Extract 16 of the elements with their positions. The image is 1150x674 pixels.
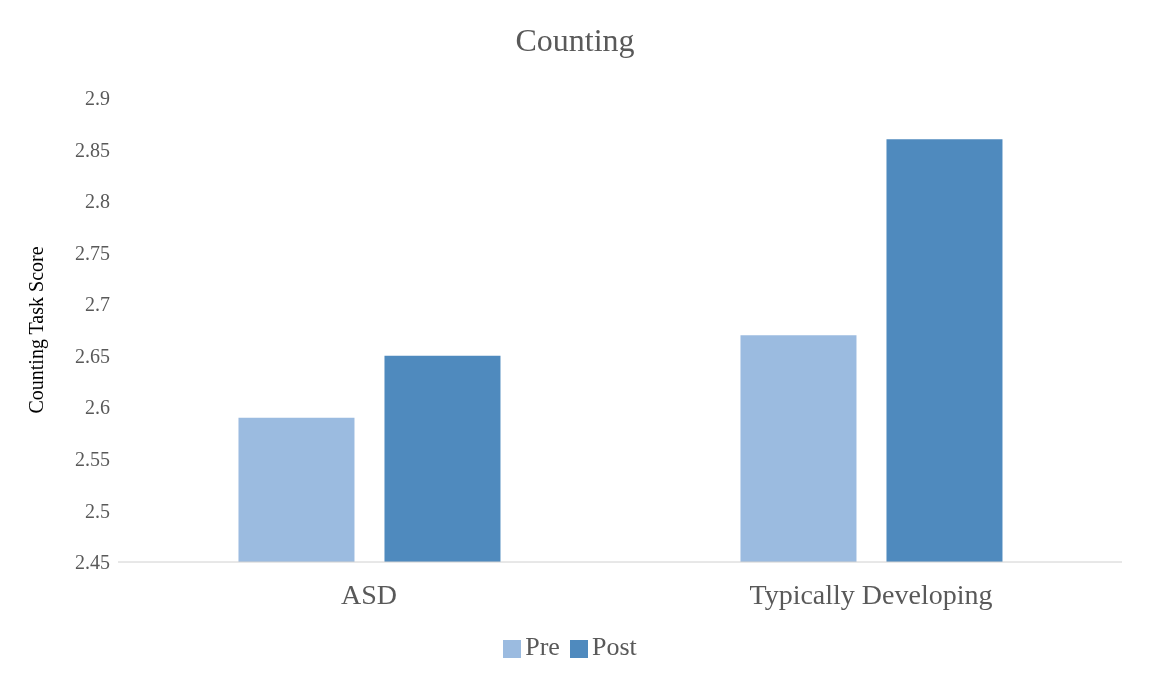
y-tick-label: 2.9 — [85, 87, 110, 110]
y-tick-label: 2.6 — [85, 396, 110, 419]
y-tick-label: 2.65 — [75, 344, 110, 367]
y-tick-label: 2.8 — [85, 190, 110, 213]
y-tick-label: 2.75 — [75, 241, 110, 264]
y-tick-label: 2.55 — [75, 447, 110, 470]
x-tick-label: Typically Developing — [749, 578, 993, 610]
y-axis-title: Counting Task Score — [25, 246, 49, 414]
chart-title: Counting — [514, 21, 636, 60]
y-tick-label: 2.45 — [75, 551, 110, 574]
y-tick-label: 2.85 — [75, 138, 110, 161]
x-tick-label: ASD — [340, 578, 398, 610]
legend-label: Pre — [525, 632, 560, 661]
y-tick-label: 2.7 — [85, 293, 110, 316]
y-tick-label: 2.5 — [85, 499, 110, 522]
legend-label: Post — [591, 632, 637, 661]
